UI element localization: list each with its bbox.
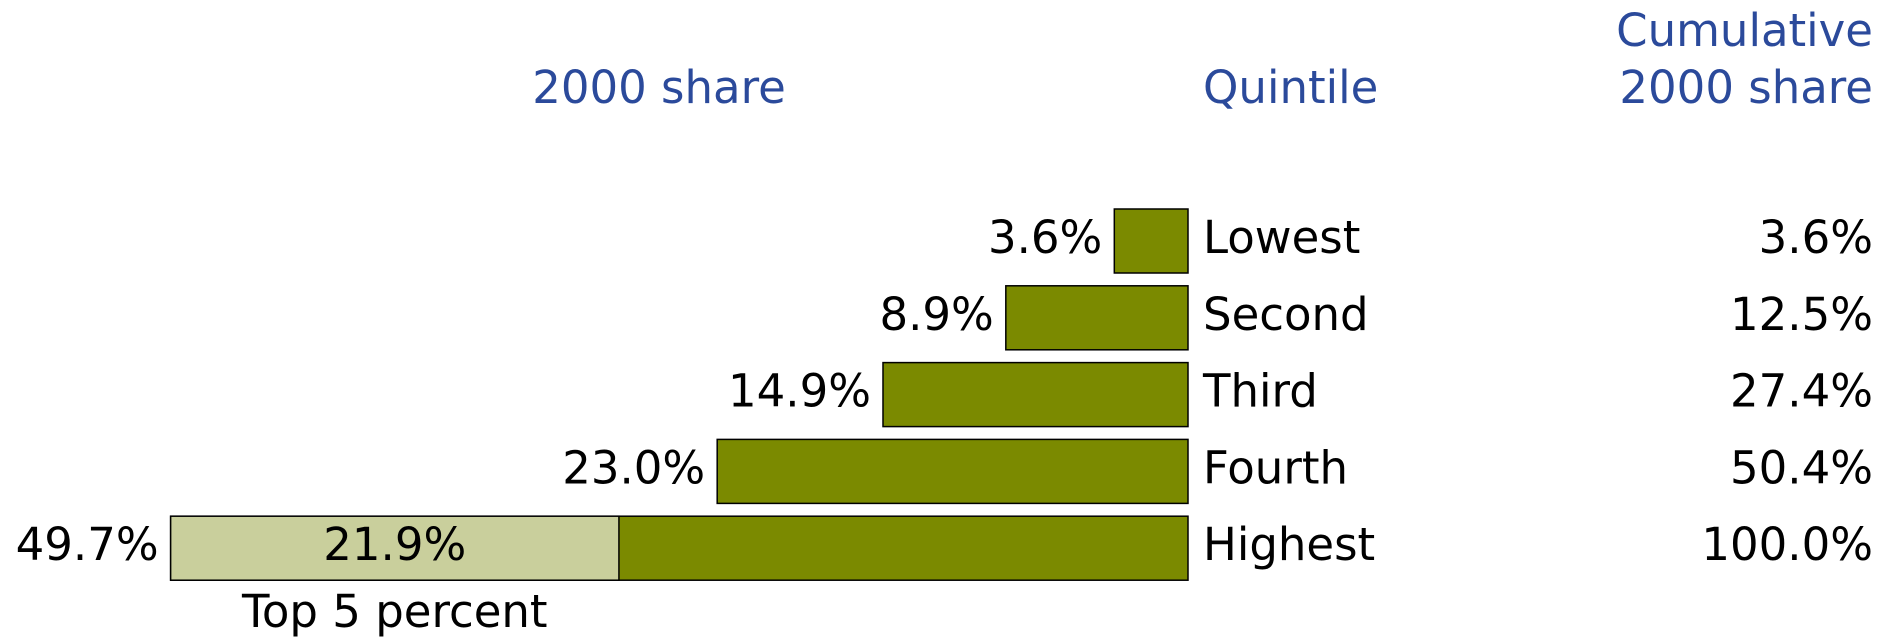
cumulative-label: 27.4% [1730, 365, 1873, 418]
value-label: 49.7% [16, 518, 159, 571]
header-quintile: Quintile [1203, 61, 1378, 114]
highlight-name: Top 5 percent [241, 585, 548, 638]
cumulative-label: 100.0% [1701, 518, 1873, 571]
cumulative-label: 3.6% [1759, 211, 1873, 264]
category-label: Lowest [1203, 211, 1360, 264]
value-label: 14.9% [728, 365, 871, 418]
bar [882, 361, 1189, 428]
bar [716, 438, 1189, 505]
header-cumulative: Cumulative [1616, 4, 1873, 57]
value-label: 8.9% [879, 288, 993, 341]
header-share: 2000 share [532, 61, 786, 114]
value-label: 3.6% [988, 211, 1102, 264]
category-label: Fourth [1203, 441, 1348, 494]
cumulative-label: 12.5% [1730, 288, 1873, 341]
bar [1005, 285, 1189, 351]
category-label: Highest [1203, 518, 1375, 571]
bar [1113, 208, 1189, 274]
category-label: Third [1202, 365, 1318, 418]
highlight-bar [169, 515, 620, 581]
category-label: Second [1203, 288, 1369, 341]
header-cumulative: 2000 share [1619, 61, 1873, 114]
value-label: 23.0% [562, 441, 705, 494]
cumulative-label: 50.4% [1730, 441, 1873, 494]
highlight-value-label: 21.9% [323, 518, 466, 571]
